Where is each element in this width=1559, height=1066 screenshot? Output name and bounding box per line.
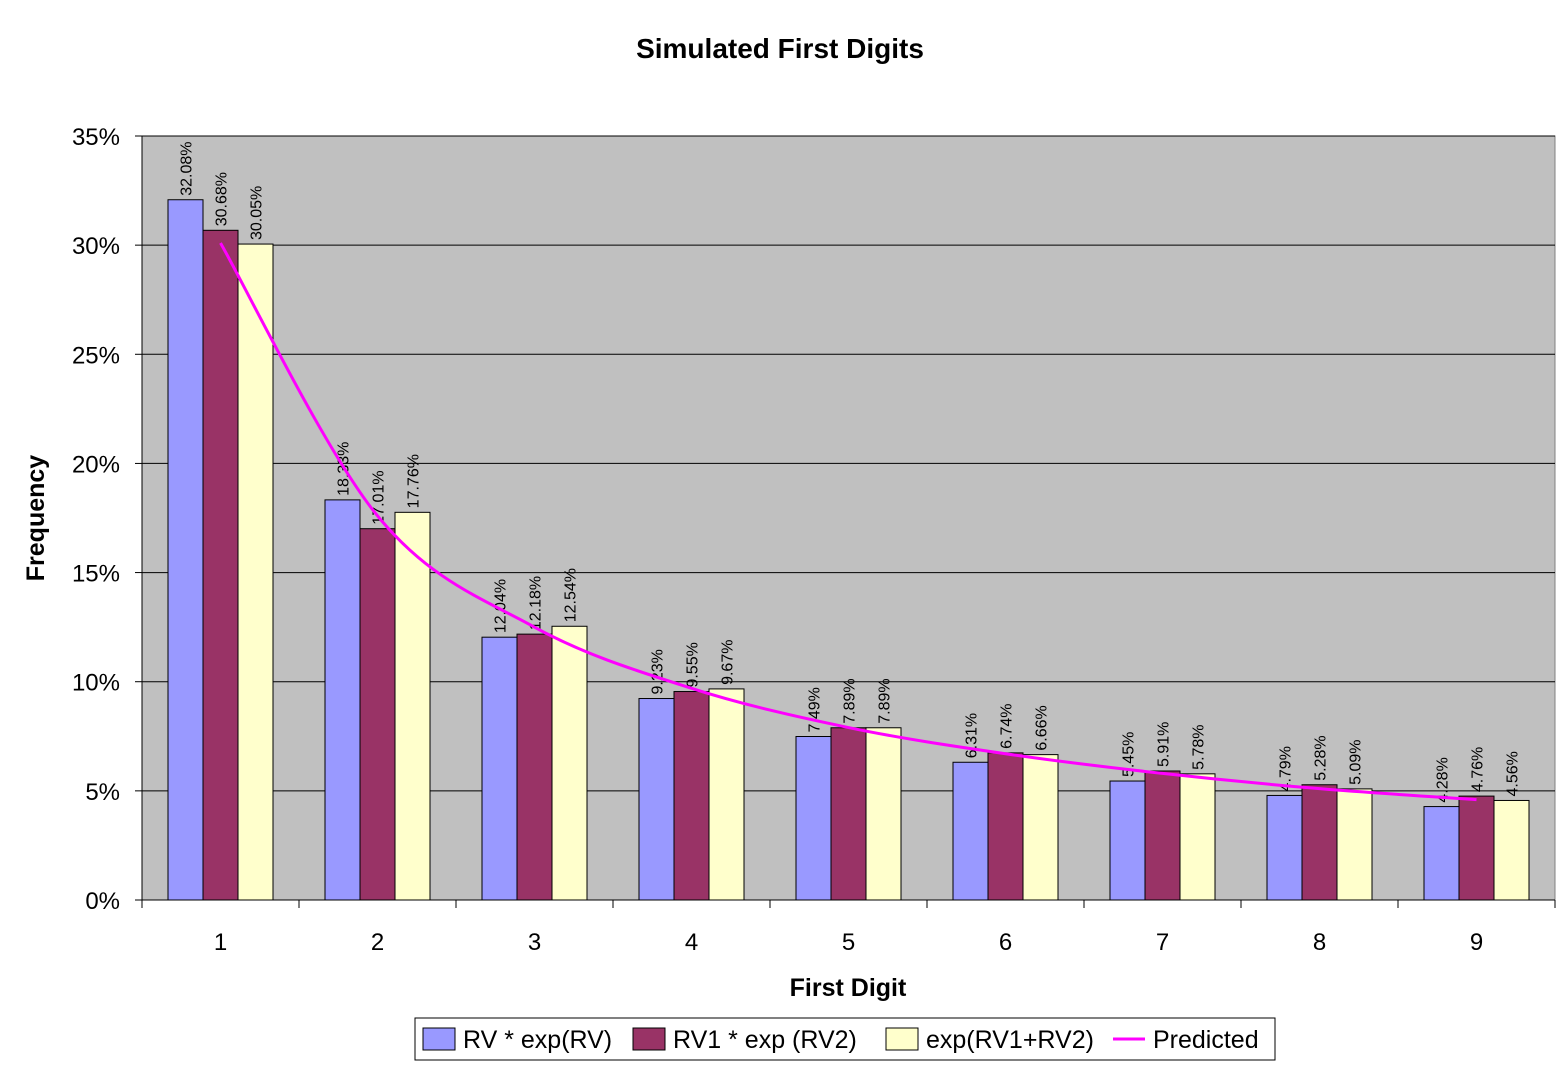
data-label: 12.54% (563, 568, 580, 622)
legend-swatch (422, 1027, 456, 1051)
y-tick-label: 5% (85, 779, 120, 806)
x-tick-label: 6 (999, 929, 1012, 956)
bar (1144, 770, 1181, 901)
bar (638, 698, 675, 901)
bar (551, 625, 588, 901)
bar (952, 761, 989, 901)
data-label: 30.68% (214, 172, 231, 226)
data-label: 30.05% (249, 186, 266, 240)
data-label: 4.79% (1278, 746, 1295, 791)
bar (237, 243, 274, 901)
legend-label: RV1 * exp (RV2) (673, 1026, 857, 1054)
plot-area: 0%5%10%15%20%25%30%35%1 2 3 4 5 6 7 8 932.08%18.… (72, 124, 1556, 956)
bar (516, 633, 553, 901)
data-label: 5.28% (1313, 735, 1330, 780)
bar (1266, 794, 1303, 901)
data-label: 5.09% (1348, 740, 1365, 785)
legend-swatch (632, 1027, 666, 1051)
data-label: 4.56% (1505, 751, 1522, 796)
bar (673, 691, 710, 901)
data-label: 5.45% (1121, 732, 1138, 777)
bar (202, 229, 239, 901)
bar (1423, 806, 1460, 901)
bar (1493, 799, 1530, 901)
bar (324, 499, 361, 901)
bar (830, 727, 867, 901)
bar (865, 727, 902, 901)
data-label: 12.04% (493, 579, 510, 633)
data-label: 4.76% (1470, 747, 1487, 792)
chart-title: Simulated First Digits (636, 33, 924, 64)
bar (987, 752, 1024, 901)
data-label: 9.23% (650, 649, 667, 694)
bar (1336, 788, 1373, 901)
legend-label: exp(RV1+RV2) (926, 1026, 1094, 1054)
data-label: 6.31% (964, 713, 981, 758)
data-label: 12.18% (528, 576, 545, 630)
data-label: 32.08% (179, 141, 196, 195)
data-label: 7.89% (877, 678, 894, 723)
y-tick-label: 15% (72, 561, 120, 588)
x-tick-label: 2 (371, 929, 384, 956)
data-label: 7.49% (807, 687, 824, 732)
x-tick-label: 3 (528, 929, 541, 956)
bar (1301, 784, 1338, 901)
data-label: 5.91% (1156, 722, 1173, 767)
data-label: 7.89% (842, 678, 859, 723)
legend-label: Predicted (1153, 1026, 1259, 1054)
x-tick-label: 7 (1156, 929, 1169, 956)
legend-swatch (885, 1027, 919, 1051)
bar (1179, 773, 1216, 901)
legend-label: RV * exp(RV) (463, 1026, 612, 1054)
y-tick-label: 20% (72, 451, 120, 478)
bar (394, 511, 431, 901)
bar (167, 199, 204, 901)
bar (1022, 754, 1059, 901)
x-axis-title: First Digit (790, 974, 907, 1002)
bar (795, 736, 832, 901)
y-tick-label: 0% (85, 888, 120, 915)
bar (481, 636, 518, 901)
data-label: 4.28% (1435, 757, 1452, 802)
legend: RV * exp(RV) RV1 * exp (RV2) exp(RV1+RV2) P… (414, 1017, 1276, 1061)
data-label: 6.66% (1034, 705, 1051, 750)
y-tick-label: 30% (72, 233, 120, 260)
bar (708, 688, 745, 901)
y-axis-title: Frequency (22, 455, 50, 582)
predicted-line (219, 242, 1477, 802)
data-label: 9.55% (685, 642, 702, 687)
bar (359, 528, 396, 901)
y-tick-label: 10% (72, 670, 120, 697)
x-tick-label: 5 (842, 929, 855, 956)
x-tick-label: 8 (1313, 929, 1326, 956)
data-label: 6.74% (999, 704, 1016, 749)
y-tick-label: 35% (72, 124, 120, 151)
x-tick-label: 4 (685, 929, 698, 956)
data-label: 17.76% (406, 454, 423, 508)
x-tick-label: 1 (214, 929, 227, 956)
y-tick-label: 25% (72, 342, 120, 369)
bar (1458, 795, 1495, 901)
bar (1109, 780, 1146, 901)
data-label: 5.78% (1191, 724, 1208, 769)
x-tick-label: 9 (1470, 929, 1483, 956)
data-label: 9.67% (720, 640, 737, 685)
